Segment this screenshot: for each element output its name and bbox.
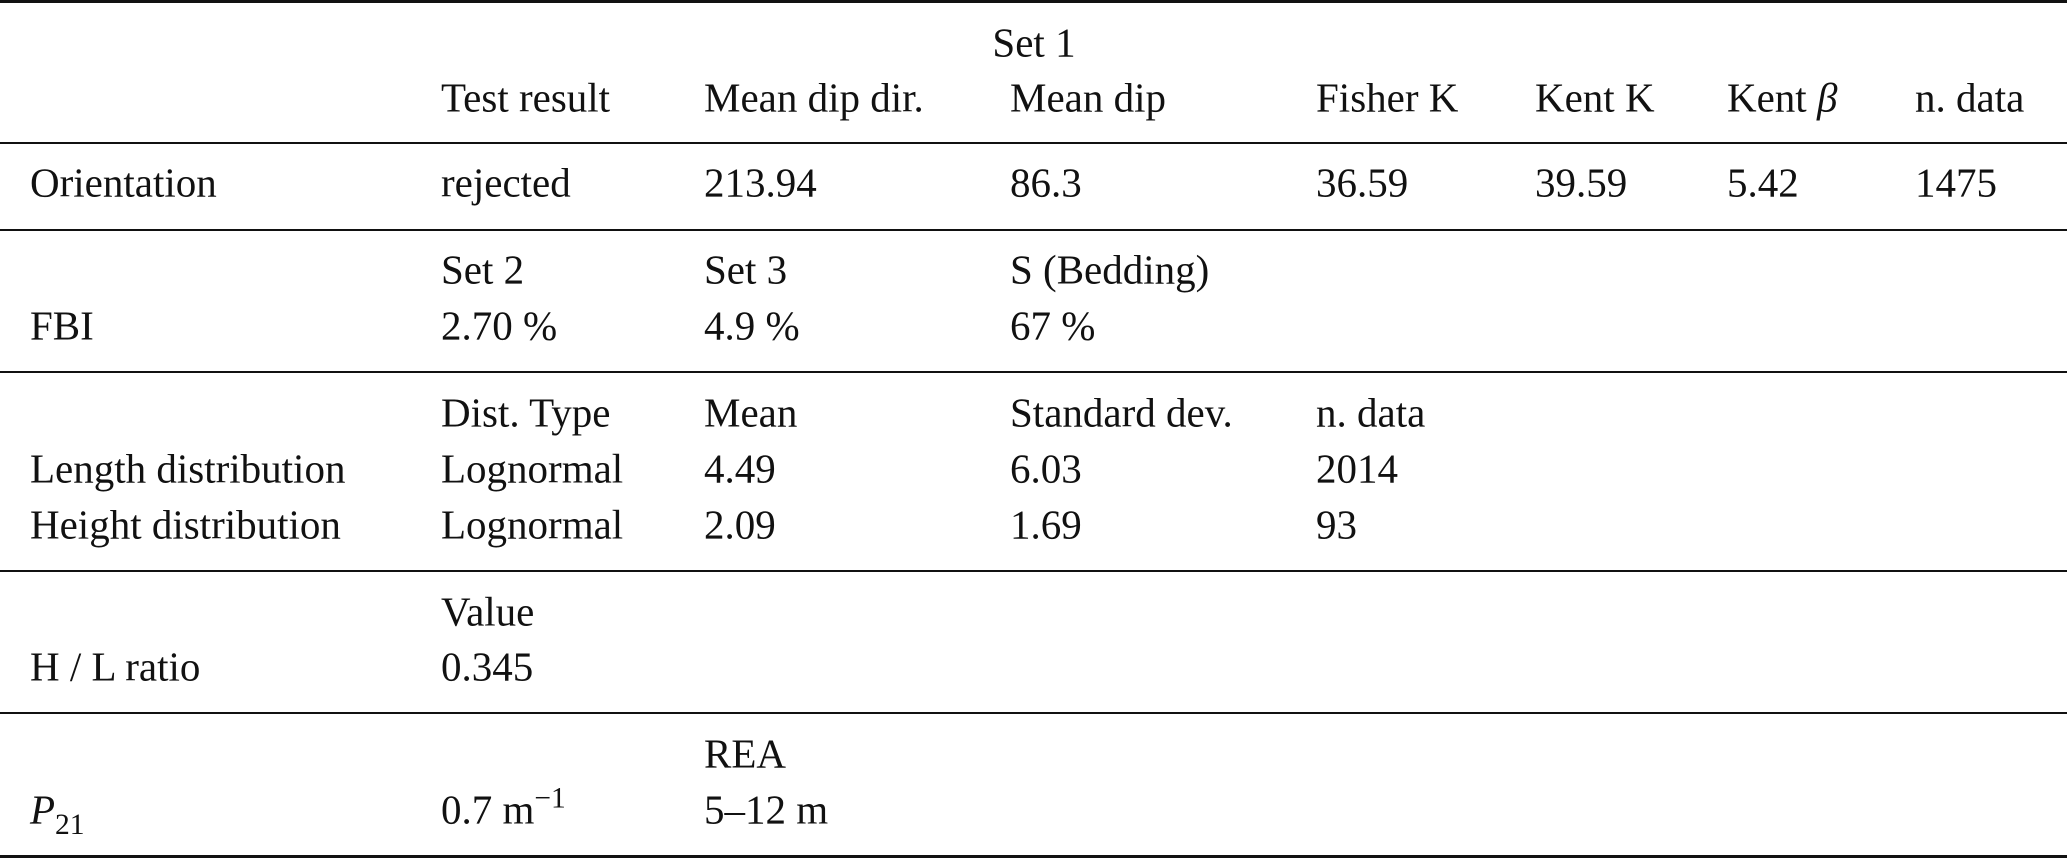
row-label-length-distribution: Length distribution	[30, 445, 346, 492]
orientation-mean-dip-dir: 213.94	[704, 159, 817, 206]
p21-value: 0.7 m−1	[441, 784, 566, 833]
row-label-fbi: FBI	[30, 302, 94, 349]
p21-symbol: P	[30, 786, 56, 833]
orientation-kent-beta: 5.42	[1727, 159, 1799, 206]
height-dist-type: Lognormal	[441, 501, 624, 548]
fbi-set2-value: 2.70 %	[441, 302, 558, 349]
row-label-hl-ratio: H / L ratio	[30, 643, 201, 690]
height-n-data: 93	[1316, 501, 1357, 548]
hl-ratio-header-value: Value	[441, 588, 535, 635]
dist-header-std-dev: Standard dev.	[1010, 389, 1233, 436]
row-label-height-distribution: Height distribution	[30, 501, 341, 548]
dist-header-n-data: n. data	[1316, 389, 1426, 436]
p21-value-exponent: −1	[534, 782, 566, 815]
beta-symbol: β	[1816, 74, 1838, 121]
p21-subscript: 21	[55, 808, 85, 841]
p21-rea-value: 5–12 m	[704, 786, 829, 833]
length-mean: 4.49	[704, 445, 776, 492]
section-rule	[0, 570, 2067, 572]
fbi-set3-value: 4.9 %	[704, 302, 800, 349]
length-n-data: 2014	[1316, 445, 1398, 492]
section-rule	[0, 229, 2067, 231]
column-header-mean-dip: Mean dip	[1010, 74, 1166, 121]
bottom-rule	[0, 855, 2067, 858]
column-header-test-result: Test result	[441, 74, 611, 121]
column-header-mean-dip-dir: Mean dip dir.	[704, 74, 924, 121]
section-rule	[0, 371, 2067, 373]
fbi-header-bedding: S (Bedding)	[1010, 246, 1210, 293]
orientation-mean-dip: 86.3	[1010, 159, 1082, 206]
orientation-test-result: rejected	[441, 159, 571, 206]
dist-header-mean: Mean	[704, 389, 798, 436]
set1-label: Set 1	[992, 19, 1076, 66]
row-label-p21: P21	[30, 786, 85, 840]
hl-ratio-value: 0.345	[441, 643, 534, 690]
column-header-kent-beta: Kent β	[1727, 74, 1838, 121]
column-header-fisher-k: Fisher K	[1316, 74, 1459, 121]
height-mean: 2.09	[704, 501, 776, 548]
orientation-n-data: 1475	[1915, 159, 1997, 206]
p21-header-rea: REA	[704, 730, 786, 777]
top-rule	[0, 0, 2067, 3]
row-label-orientation: Orientation	[30, 159, 217, 206]
fbi-bedding-value: 67 %	[1010, 302, 1096, 349]
column-header-n-data: n. data	[1915, 74, 2025, 121]
length-std-dev: 6.03	[1010, 445, 1082, 492]
header-rule	[0, 142, 2067, 144]
fbi-header-set2: Set 2	[441, 246, 525, 293]
column-header-kent-k: Kent K	[1535, 74, 1655, 121]
orientation-kent-k: 39.59	[1535, 159, 1628, 206]
fbi-header-set3: Set 3	[704, 246, 788, 293]
orientation-fisher-k: 36.59	[1316, 159, 1409, 206]
length-dist-type: Lognormal	[441, 445, 624, 492]
dist-header-type: Dist. Type	[441, 389, 611, 436]
height-std-dev: 1.69	[1010, 501, 1082, 548]
p21-value-main: 0.7 m	[441, 786, 535, 833]
section-rule	[0, 712, 2067, 714]
